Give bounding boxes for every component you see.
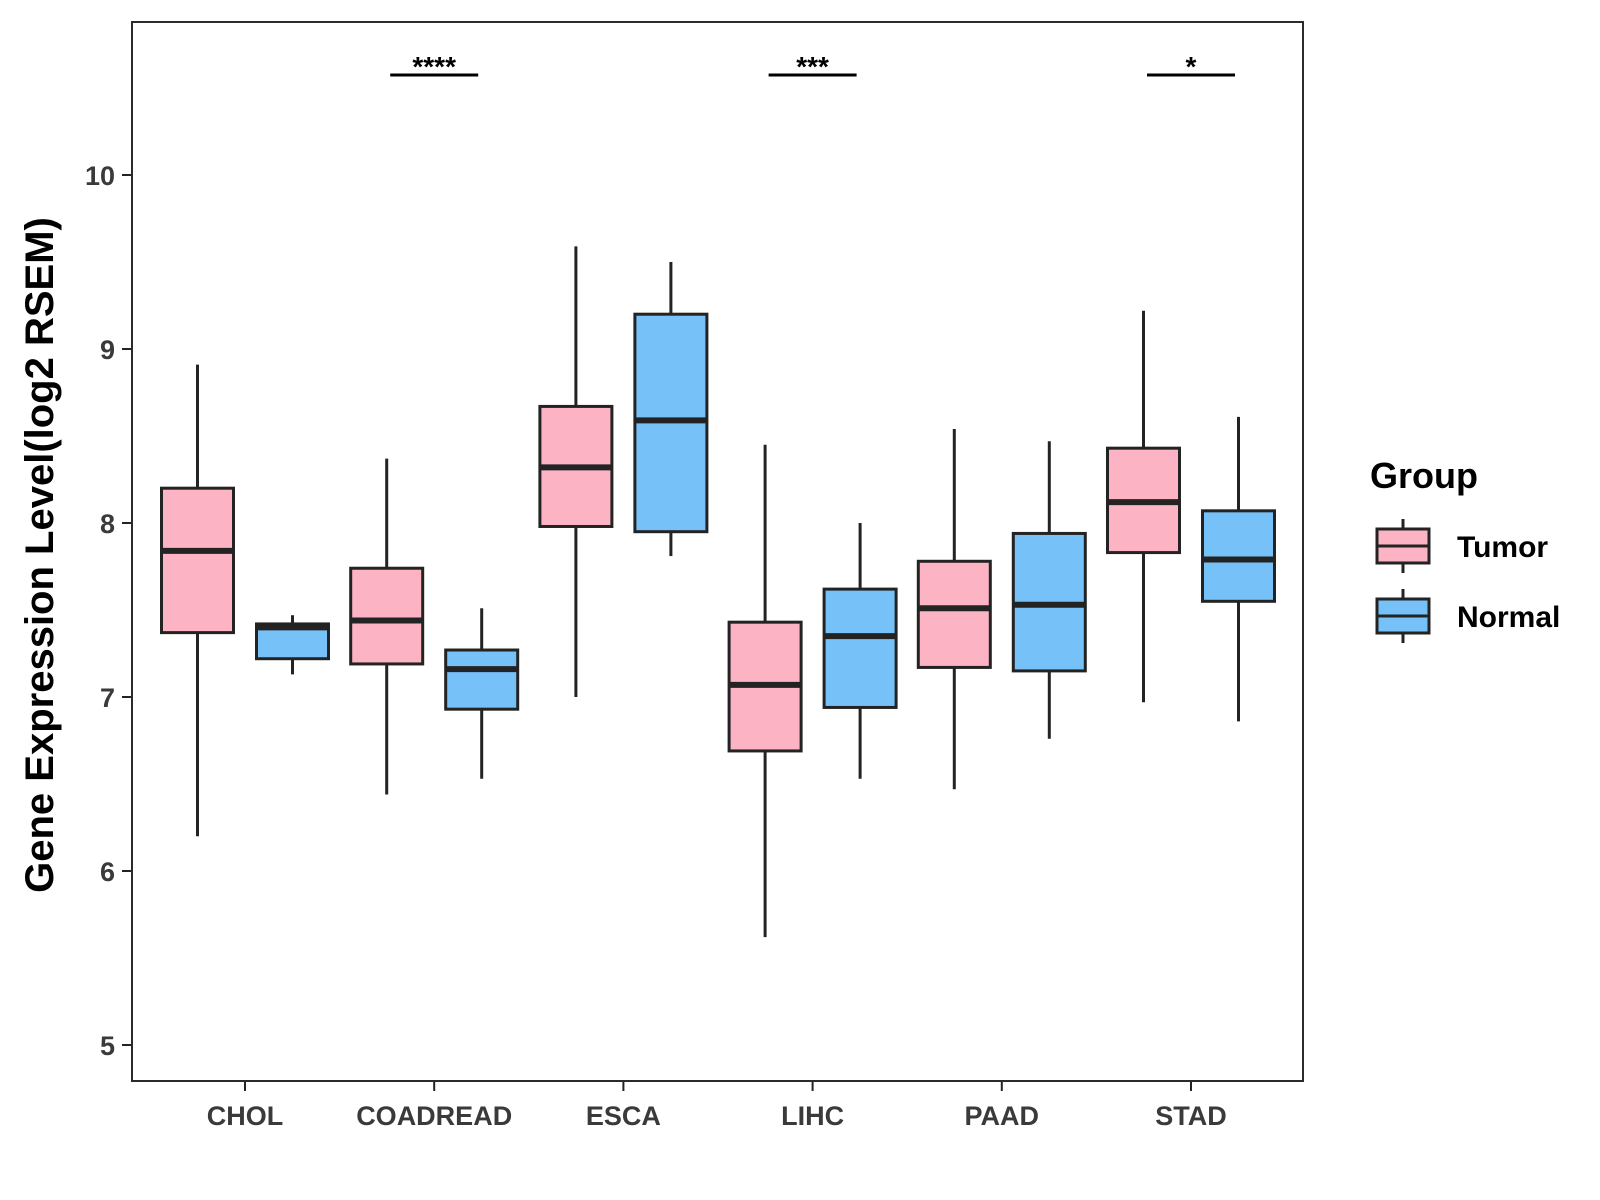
box-normal-chol	[255, 615, 330, 675]
box-tumor-chol	[160, 364, 235, 837]
y-axis: 5 6 7 8 9 10	[85, 161, 132, 1061]
plot-panel-border	[131, 21, 1304, 1082]
box-body	[444, 648, 520, 711]
significance-label: ****	[412, 51, 456, 82]
y-tick-label: 6	[100, 857, 115, 887]
legend-item-normal: Normal	[1375, 589, 1560, 643]
x-tick-label: LIHC	[781, 1101, 844, 1131]
x-tick-label: PAAD	[965, 1101, 1040, 1131]
y-tick-label: 8	[100, 509, 115, 539]
legend-label: Tumor	[1457, 531, 1548, 564]
box-tumor-paad	[916, 429, 992, 790]
box-tumor-esca	[538, 246, 614, 697]
box-tumor-coadread	[349, 458, 425, 795]
legend: Group Tumor Normal	[1370, 455, 1560, 643]
x-tick-label: ESCA	[586, 1101, 661, 1131]
box-body	[916, 559, 992, 669]
box-normal-paad	[1011, 441, 1087, 739]
significance-label: ***	[796, 51, 829, 82]
y-tick-label: 9	[100, 335, 115, 365]
box-normal-coadread	[444, 608, 520, 779]
box-body	[822, 587, 898, 709]
legend-item-tumor: Tumor	[1375, 519, 1548, 573]
box-tumor-lihc	[727, 444, 803, 938]
y-axis-title: Gene Expression Level(log2 RSEM)	[18, 217, 62, 893]
significance-label: *	[1186, 51, 1197, 82]
box-normal-esca	[633, 262, 709, 557]
box-normal-lihc	[822, 523, 898, 779]
box-body	[160, 486, 235, 635]
box-normal-stad	[1201, 416, 1276, 722]
box-tumor-stad	[1106, 310, 1181, 703]
x-tick-label: STAD	[1155, 1101, 1227, 1131]
y-tick-label: 5	[100, 1031, 115, 1061]
x-tick-label: CHOL	[207, 1101, 284, 1131]
y-tick-label: 7	[100, 683, 115, 713]
box-body	[1201, 509, 1276, 603]
box-body	[349, 566, 425, 666]
legend-title: Group	[1370, 455, 1478, 496]
legend-label: Normal	[1457, 601, 1560, 634]
x-tick-label: COADREAD	[356, 1101, 512, 1131]
significance-annotations: **** *** *	[390, 51, 1235, 82]
y-tick-label: 10	[85, 161, 115, 191]
box-series-group	[160, 246, 1276, 938]
x-axis: CHOL COADREAD ESCA LIHC PAAD STAD	[207, 1081, 1227, 1131]
